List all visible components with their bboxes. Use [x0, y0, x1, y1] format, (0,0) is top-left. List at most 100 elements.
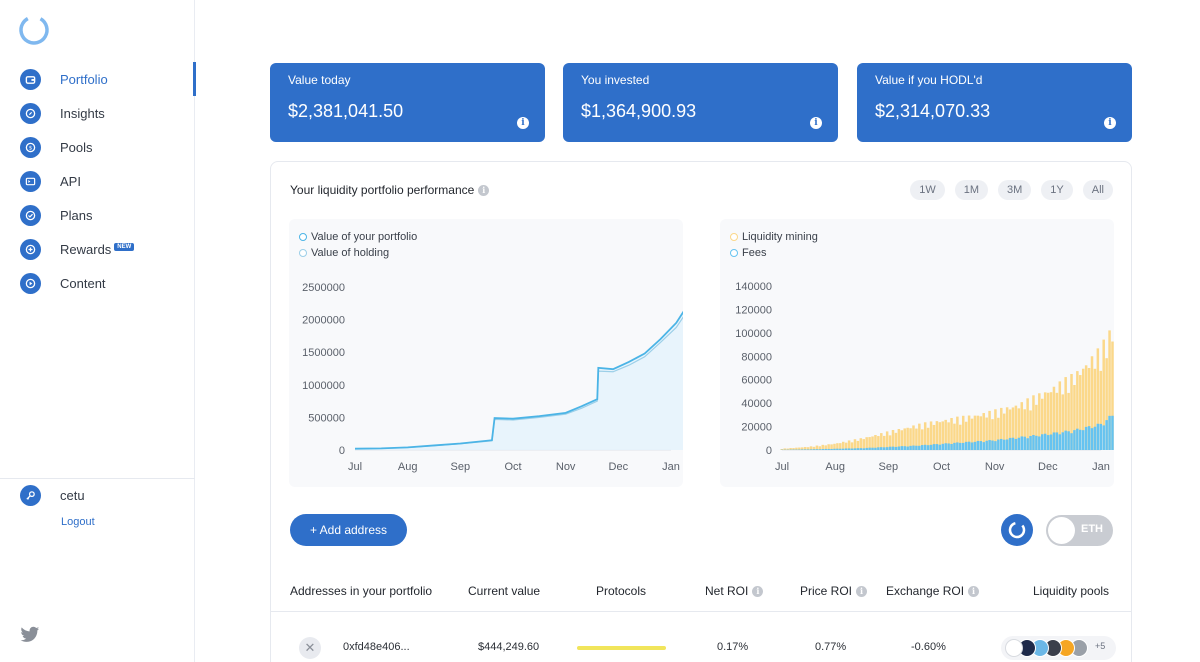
x-tick-label: Nov — [985, 461, 1005, 473]
fees-bar — [1043, 433, 1047, 450]
y-tick-label: 0 — [766, 445, 772, 457]
address-cell[interactable]: 0xfd48e406... — [343, 641, 410, 653]
eth-toggle[interactable]: ETH — [1046, 515, 1113, 546]
range-3m-button[interactable]: 3M — [998, 180, 1032, 200]
liquidity-mining-bar — [1108, 330, 1111, 450]
sidebar-item-plans[interactable]: Plans — [0, 198, 195, 232]
legend-item[interactable]: Fees — [730, 245, 818, 261]
sidebar-item-label: API — [60, 173, 81, 189]
liquidity-mining-bar — [1087, 367, 1091, 450]
info-icon[interactable]: i — [810, 117, 822, 129]
liquidity-mining-bar — [798, 447, 801, 450]
wallet-icon — [20, 68, 41, 90]
fees-bar — [1049, 434, 1053, 450]
x-tick-label: Jan — [662, 461, 680, 473]
info-icon[interactable]: i — [517, 117, 529, 129]
range-all-button[interactable]: All — [1082, 180, 1113, 200]
legend-item[interactable]: Value of holding — [299, 245, 417, 261]
sidebar-item-portfolio[interactable]: Portfolio — [0, 62, 196, 96]
sidebar-item-api[interactable]: API — [0, 164, 195, 198]
info-icon[interactable]: i — [752, 585, 764, 597]
liquidity-mining-bar — [1090, 356, 1094, 450]
liquidity-mining-bar — [903, 428, 906, 450]
current-value-cell: $444,249.60 — [478, 641, 540, 653]
fees-bar — [880, 447, 883, 450]
liquidity-mining-bar — [801, 447, 804, 450]
sidebar-item-pools[interactable]: $ Pools — [0, 130, 195, 164]
portfolio-value-chart: 0 500000 1000000 1500000 2000000 2500000 Jul Au… — [289, 219, 683, 487]
range-1m-button[interactable]: 1M — [954, 180, 989, 200]
fees-bar — [1046, 435, 1050, 450]
liquidity-mining-bar — [1058, 381, 1062, 450]
info-icon[interactable]: i — [1104, 117, 1116, 129]
x-tick-label: Sep — [451, 461, 471, 473]
legend-item[interactable]: Liquidity mining — [730, 229, 818, 245]
fees-bar — [859, 448, 863, 450]
net-roi-cell: 0.17% — [717, 641, 749, 653]
liquidity-mining-bar — [824, 445, 827, 450]
table-row[interactable]: ✕ 0xfd48e406... $444,249.60 0.17% 0.77% … — [271, 627, 1131, 662]
pool-token-icon — [1005, 639, 1023, 657]
fees-bar — [1073, 430, 1076, 450]
logout-link[interactable]: Logout — [61, 516, 95, 528]
exchange-roi-cell: -0.60% — [911, 641, 946, 653]
fees-bar — [1079, 429, 1082, 450]
legend-item[interactable]: Value of your portfolio — [299, 229, 417, 245]
col-exchange-roi-label: Exchange ROI — [886, 584, 965, 598]
twitter-icon[interactable] — [20, 626, 40, 644]
liquidity-mining-bar — [1026, 398, 1029, 450]
sidebar-item-label: Pools — [60, 139, 93, 155]
x-tick-label: Aug — [398, 461, 418, 473]
liquidity-mining-bar — [786, 448, 789, 450]
liquidity-pools-cell[interactable]: +5 — [1001, 636, 1116, 660]
app-logo-icon[interactable] — [18, 14, 50, 46]
portfolio-area-fill — [355, 312, 683, 450]
fees-bar — [847, 448, 851, 450]
liquidity-mining-bar — [806, 447, 810, 450]
add-address-button[interactable]: + Add address — [290, 514, 407, 546]
fees-bar — [985, 440, 988, 450]
fees-bar — [973, 441, 977, 450]
sidebar-item-content[interactable]: Content — [0, 266, 195, 300]
range-1y-button[interactable]: 1Y — [1041, 180, 1073, 200]
fees-bar — [891, 446, 895, 450]
check-circle-icon — [20, 204, 41, 226]
liquidity-mining-bar — [894, 432, 898, 450]
plus-circle-icon — [20, 238, 41, 260]
info-icon[interactable]: i — [478, 184, 490, 196]
card-label: Value if you HODL'd — [875, 73, 983, 87]
value-today-card: Value today $2,381,041.50 i — [270, 63, 545, 142]
card-value: $2,314,070.33 — [875, 101, 991, 121]
fees-bar — [976, 440, 980, 450]
fees-bar — [836, 448, 839, 450]
fees-bar — [944, 443, 947, 450]
fees-bar — [959, 442, 962, 450]
liquidity-mining-bar — [1011, 407, 1015, 450]
panel-title-text: Your liquidity portfolio performance — [290, 183, 475, 197]
sidebar-item-rewards[interactable]: Rewards NEW — [0, 232, 195, 266]
you-invested-card: You invested $1,364,900.93 i — [563, 63, 838, 142]
remove-address-button[interactable]: ✕ — [299, 637, 321, 659]
liquidity-mining-bar — [970, 418, 974, 450]
fees-bar — [912, 445, 915, 450]
fees-bar — [897, 446, 901, 450]
sidebar-nav: Portfolio Insights $ Pools API — [0, 62, 196, 300]
fees-bar — [929, 444, 933, 450]
fees-bar — [839, 448, 842, 450]
legend-marker — [730, 233, 738, 241]
user-profile[interactable]: cetu — [20, 485, 85, 506]
y-tick-label: 140000 — [735, 281, 772, 293]
sidebar-item-insights[interactable]: Insights — [0, 96, 195, 130]
info-icon[interactable]: i — [856, 585, 868, 597]
legend-marker — [730, 249, 738, 257]
range-1w-button[interactable]: 1W — [910, 180, 945, 200]
liquidity-mining-bar — [1008, 409, 1012, 450]
refresh-button[interactable] — [1001, 514, 1033, 546]
fees-bar — [1090, 428, 1094, 450]
liquidity-mining-bar — [1014, 405, 1018, 450]
fees-bar — [801, 449, 804, 450]
card-label: You invested — [581, 73, 650, 87]
liquidity-mining-bar — [821, 444, 825, 450]
info-icon[interactable]: i — [968, 585, 980, 597]
x-tick-label: Nov — [556, 461, 576, 473]
